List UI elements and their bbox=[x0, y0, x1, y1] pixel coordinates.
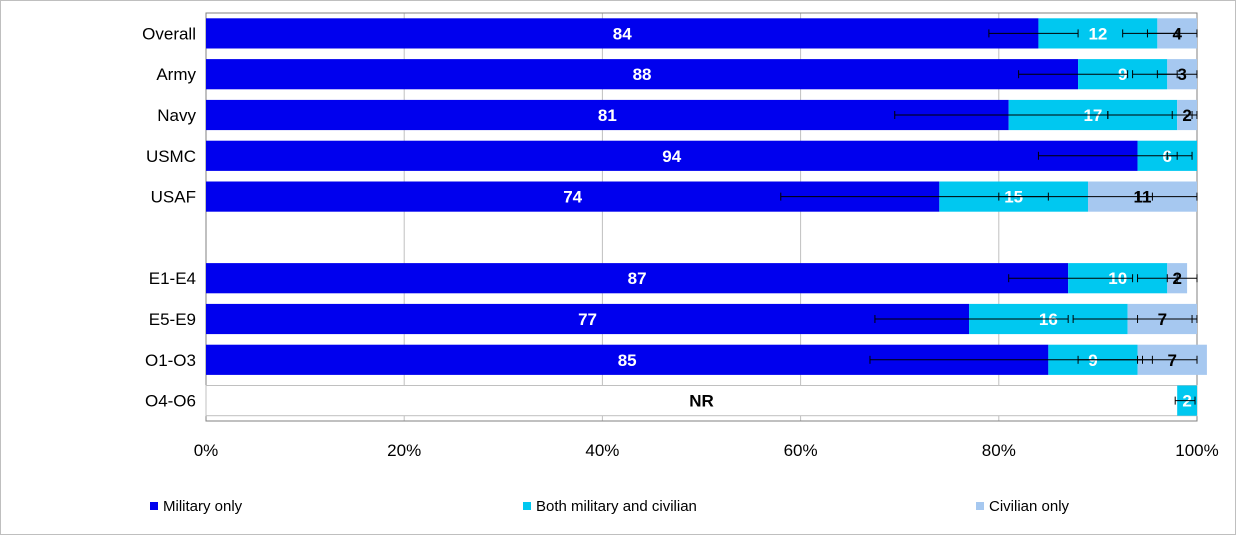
category-label: Navy bbox=[157, 106, 196, 125]
bar-segment bbox=[206, 303, 970, 335]
data-label: 74 bbox=[563, 188, 582, 207]
category-label: USMC bbox=[146, 147, 196, 166]
bar-segment bbox=[206, 140, 1138, 171]
bar-segment bbox=[206, 99, 1009, 131]
bar-segment bbox=[206, 59, 1079, 90]
category-label: O4-O6 bbox=[145, 392, 196, 411]
bar-segment bbox=[206, 18, 1039, 49]
category-label: Army bbox=[156, 65, 196, 84]
category-label: USAF bbox=[151, 188, 196, 207]
x-tick-label: 100% bbox=[1175, 441, 1218, 460]
data-label: 87 bbox=[628, 269, 647, 288]
x-tick-label: 20% bbox=[387, 441, 421, 460]
data-label: 94 bbox=[662, 147, 681, 166]
data-label: 81 bbox=[598, 106, 617, 125]
data-label: 12 bbox=[1088, 24, 1107, 43]
legend-label: Civilian only bbox=[989, 498, 1070, 515]
x-tick-label: 40% bbox=[585, 441, 619, 460]
legend-swatch bbox=[523, 502, 531, 510]
category-label: O1-O3 bbox=[145, 351, 196, 370]
data-label: 85 bbox=[618, 351, 637, 370]
data-label: 77 bbox=[578, 310, 597, 329]
nr-label: NR bbox=[689, 392, 714, 411]
data-label: 88 bbox=[633, 65, 652, 84]
bar-segment bbox=[206, 263, 1069, 294]
x-tick-label: 0% bbox=[194, 441, 219, 460]
category-label: Overall bbox=[142, 24, 196, 43]
plot-border bbox=[205, 12, 1198, 422]
legend-label: Both military and civilian bbox=[536, 498, 697, 515]
category-label: E5-E9 bbox=[149, 310, 196, 329]
x-tick-label: 60% bbox=[784, 441, 818, 460]
x-tick-label: 80% bbox=[982, 441, 1016, 460]
category-label: E1-E4 bbox=[149, 269, 196, 288]
data-label: 84 bbox=[613, 24, 632, 43]
legend-swatch bbox=[976, 502, 984, 510]
legend-swatch bbox=[150, 502, 158, 510]
legend-label: Military only bbox=[163, 498, 243, 515]
nr-box bbox=[205, 385, 1198, 417]
